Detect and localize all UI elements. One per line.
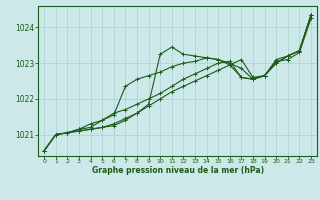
X-axis label: Graphe pression niveau de la mer (hPa): Graphe pression niveau de la mer (hPa): [92, 166, 264, 175]
